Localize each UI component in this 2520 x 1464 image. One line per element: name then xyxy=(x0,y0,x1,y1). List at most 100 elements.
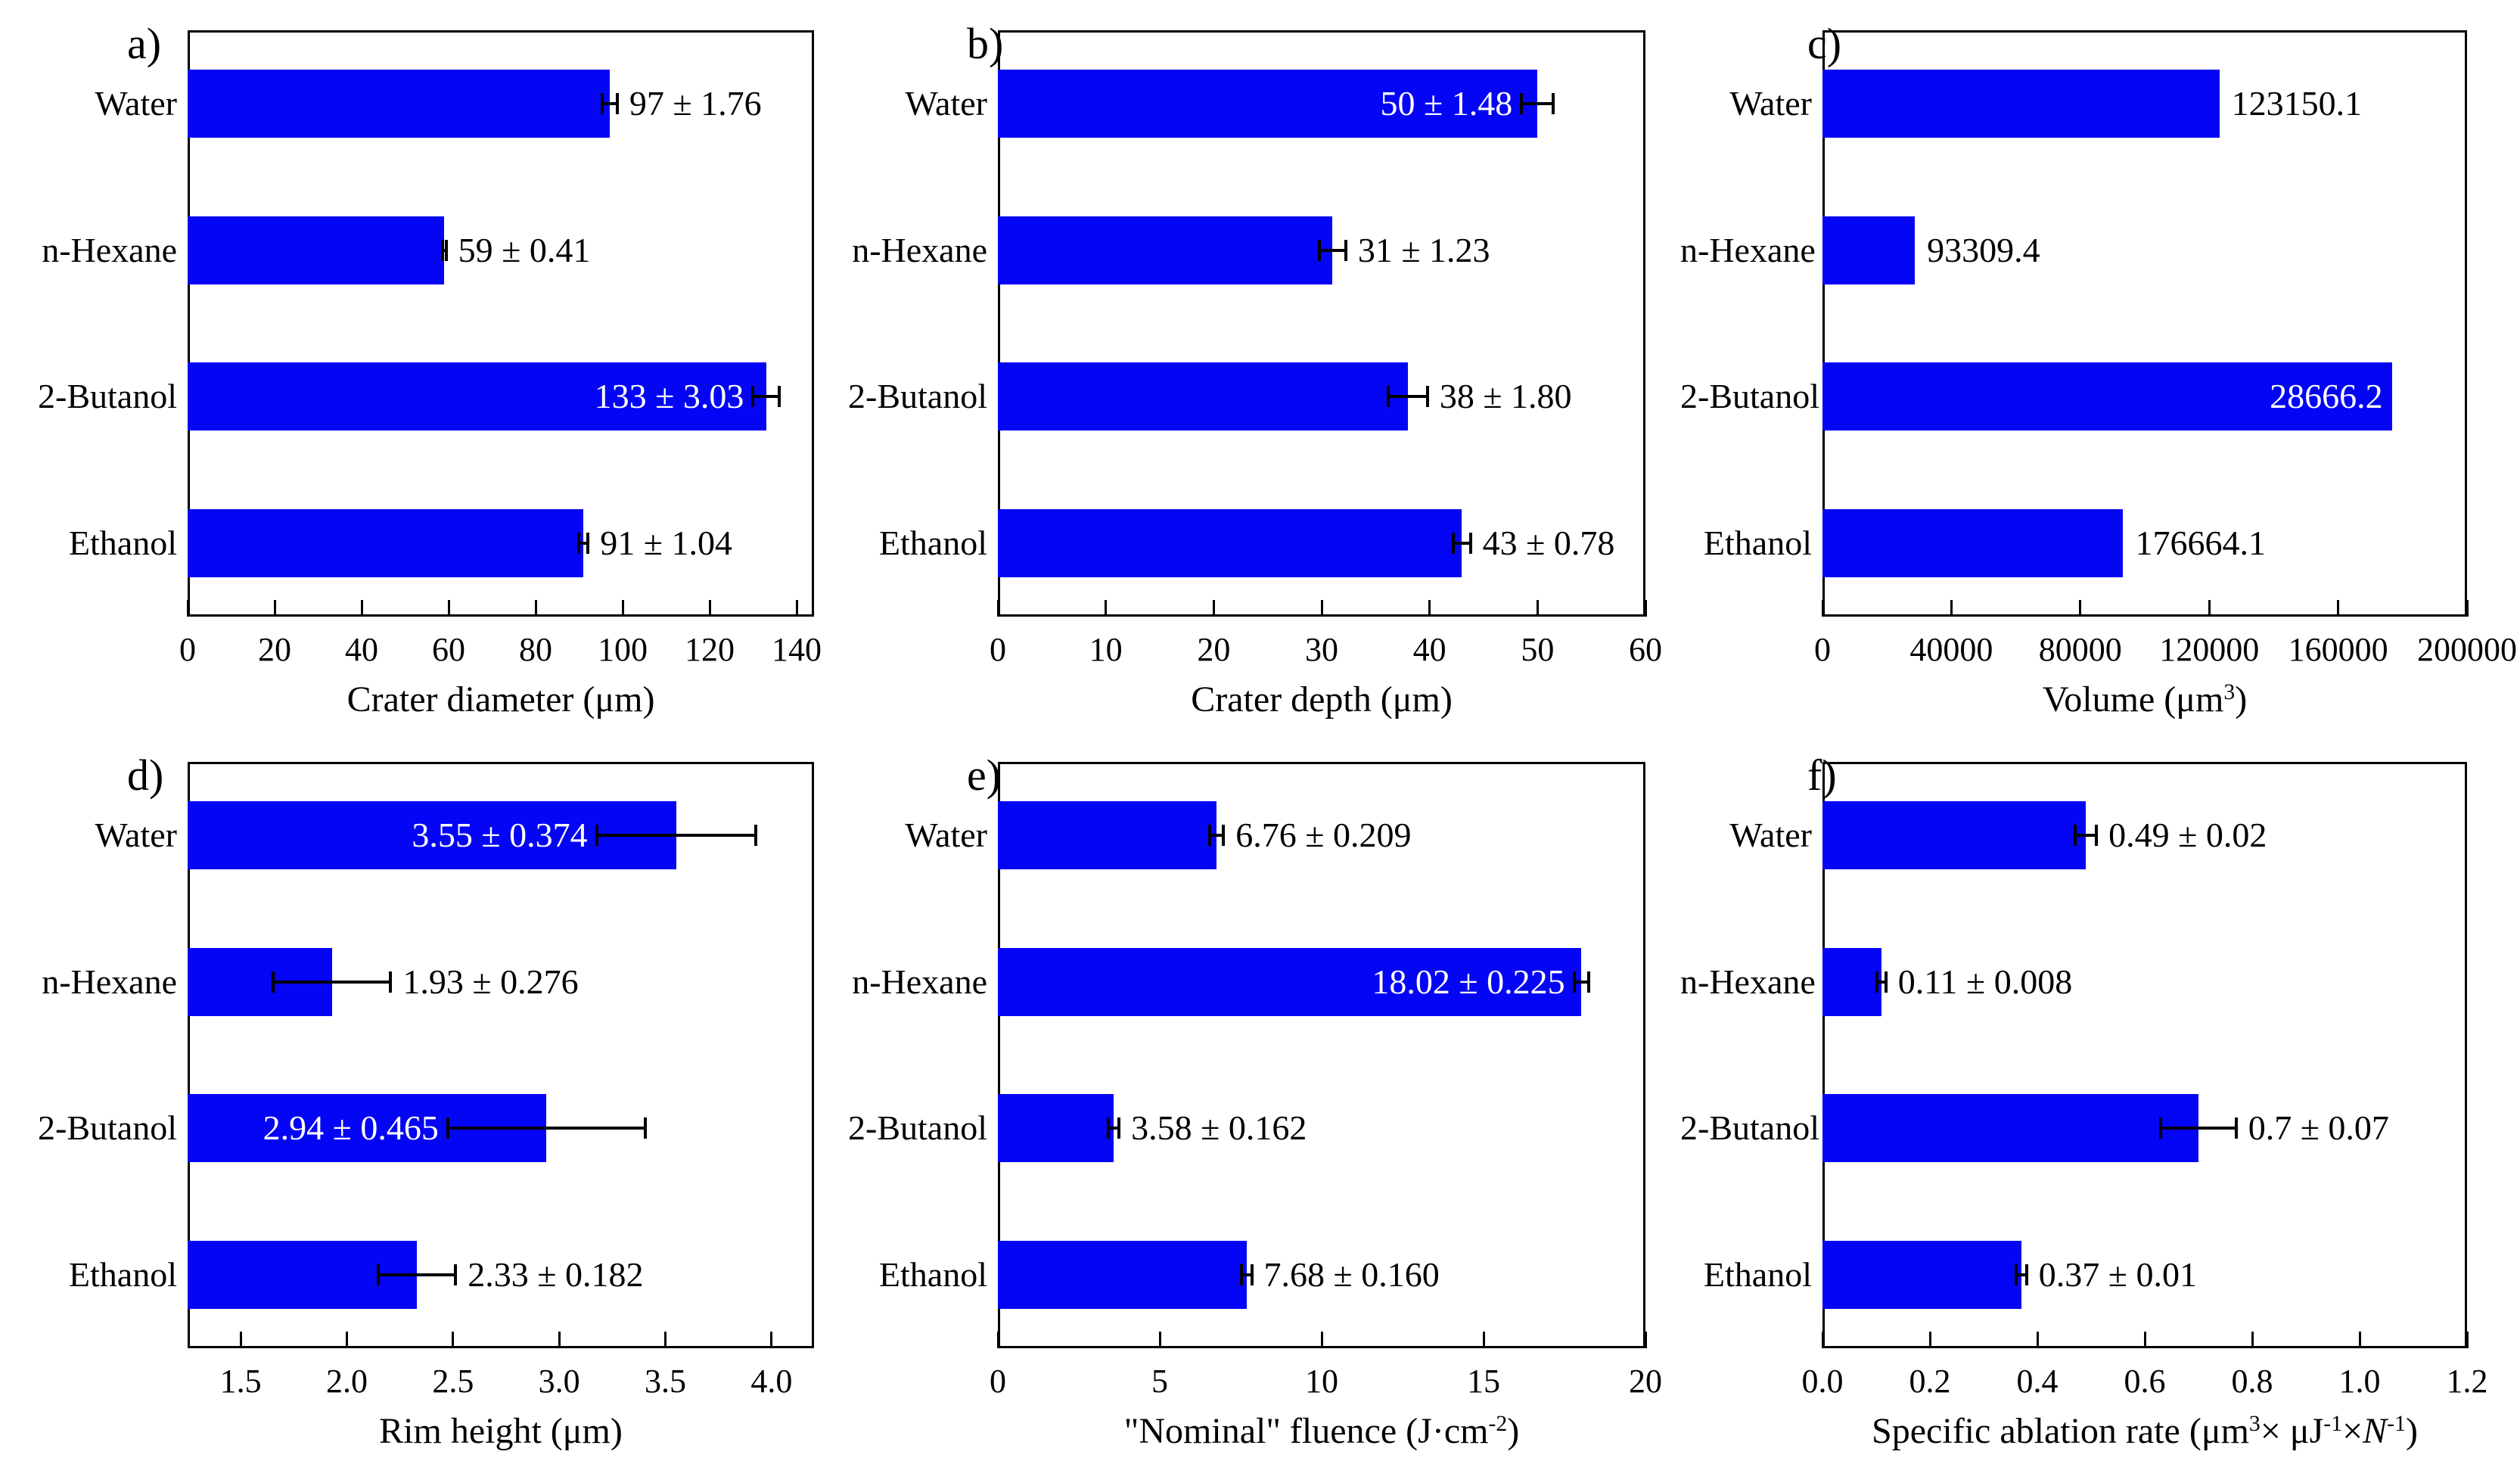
error-cap-left xyxy=(1452,533,1456,555)
error-bar xyxy=(601,101,617,105)
x-tick xyxy=(2358,1332,2361,1348)
x-tick-label: 5 xyxy=(1151,1363,1168,1400)
axis-title-segment: ) xyxy=(2235,679,2248,720)
panel-f: f) 0.0 0.2 0.4 0.6 0.8 1.0 1.2 Specific ablation… xyxy=(1680,732,2520,1464)
bar-value-label: 93309.4 xyxy=(1927,230,2040,269)
x-tick-label: 40 xyxy=(1412,631,1446,668)
bar-value-label: 38 ± 1.80 xyxy=(1439,377,1572,416)
x-tick xyxy=(1821,600,1824,617)
error-cap-right xyxy=(444,239,448,261)
bar-value-label: 50 ± 1.48 xyxy=(1380,83,1513,123)
bar xyxy=(1822,362,2392,431)
x-tick-label: 0 xyxy=(1814,631,1831,668)
axes-frame xyxy=(1822,30,2467,617)
error-cap-right xyxy=(2234,1117,2238,1139)
x-tick-label: 120000 xyxy=(2159,631,2260,668)
x-tick-label: 0 xyxy=(990,1363,1006,1400)
axis-title-segment: -1 xyxy=(2387,1410,2406,1436)
x-tick xyxy=(2143,1332,2146,1348)
bar-value-label: 31 ± 1.23 xyxy=(1357,230,1490,269)
error-cap-left xyxy=(377,1264,381,1286)
panel-letter: d) xyxy=(127,751,164,800)
bar xyxy=(188,216,445,284)
x-tick xyxy=(346,1332,348,1348)
x-tick-label: 50 xyxy=(1521,631,1555,668)
x-tick xyxy=(1482,1332,1485,1348)
bar xyxy=(1822,800,2086,869)
error-cap-right xyxy=(2095,824,2099,846)
bar-value-label: 0.37 ± 0.01 xyxy=(2038,1255,2198,1295)
x-axis-title: "Nominal" fluence (J·cm-2) xyxy=(937,1409,1706,1454)
bar-value-label: 7.68 ± 0.160 xyxy=(1263,1255,1440,1295)
bar xyxy=(1822,216,1916,284)
error-cap-right xyxy=(754,824,757,846)
bar xyxy=(1822,1094,2198,1163)
axis-title-segment: 3 xyxy=(2248,1410,2261,1436)
error-bar xyxy=(1574,980,1589,984)
category-label: Water xyxy=(905,815,987,854)
x-tick-label: 0 xyxy=(990,631,1006,668)
error-cap-right xyxy=(615,92,619,114)
error-bar xyxy=(579,542,589,546)
error-cap-right xyxy=(1250,1264,1254,1286)
bar xyxy=(188,69,610,138)
category-label: n-Hexane xyxy=(42,962,177,1001)
bar xyxy=(188,800,676,869)
error-cap-left xyxy=(1107,1117,1111,1139)
bar xyxy=(998,947,1582,1016)
axis-title-segment: 3 xyxy=(2223,679,2236,704)
category-label: n-Hexane xyxy=(852,230,987,269)
error-cap-left xyxy=(2014,1264,2018,1286)
axis-title-segment: Crater diameter (μm) xyxy=(346,679,655,720)
category-label: Water xyxy=(905,83,987,123)
category-label: n-Hexane xyxy=(852,962,987,1001)
axis-title-segment: -2 xyxy=(1488,1410,1508,1436)
error-bar xyxy=(1521,101,1554,105)
bar-value-label: 2.33 ± 0.182 xyxy=(468,1255,644,1295)
x-tick xyxy=(1536,600,1539,617)
x-tick-label: 2.5 xyxy=(432,1363,474,1400)
x-tick xyxy=(2337,600,2340,617)
panel-letter: a) xyxy=(127,19,162,68)
error-bar xyxy=(1319,248,1346,252)
category-label: Ethanol xyxy=(878,524,987,563)
x-tick xyxy=(1644,1332,1647,1348)
x-tick-label: 0.2 xyxy=(1909,1363,1951,1400)
bar xyxy=(998,216,1333,284)
error-bar xyxy=(1241,1273,1252,1277)
x-tick-label: 20 xyxy=(1629,1363,1662,1400)
error-cap-right xyxy=(1222,824,1226,846)
x-tick-label: 1.0 xyxy=(2338,1363,2381,1400)
bar-value-label: 1.93 ± 0.276 xyxy=(402,962,579,1001)
x-tick xyxy=(1212,600,1215,617)
panel-c: c) 0 40000 80000 120000 160000 200000 Volume (μ… xyxy=(1680,0,2520,732)
panel-a: a) 0 20 40 60 80 100 120 140 Crater diameter (μm)… xyxy=(0,0,840,732)
error-cap-right xyxy=(643,1117,647,1139)
x-axis-title: Crater diameter (μm) xyxy=(127,677,875,723)
bar xyxy=(998,69,1538,138)
category-label: Water xyxy=(1729,815,1812,854)
x-tick-label: 80 xyxy=(519,631,552,668)
x-tick-label: 60 xyxy=(432,631,465,668)
error-cap-left xyxy=(440,239,444,261)
bar xyxy=(998,1094,1114,1163)
x-tick xyxy=(1928,1332,1931,1348)
x-tick-label: 200000 xyxy=(2417,631,2517,668)
axis-title-segment: × xyxy=(2342,1411,2363,1451)
error-bar xyxy=(753,395,780,399)
bar xyxy=(998,509,1462,578)
x-tick xyxy=(1105,600,1108,617)
x-tick-label: 4.0 xyxy=(750,1363,793,1400)
panel-d: d) 1.5 2.0 2.5 3.0 3.5 4.0 Rim height (μm) Water… xyxy=(0,732,840,1464)
axis-title-segment: N xyxy=(2363,1411,2388,1451)
bar xyxy=(188,509,584,578)
error-cap-left xyxy=(1387,386,1391,408)
error-cap-right xyxy=(1552,92,1555,114)
x-tick-label: 2.0 xyxy=(326,1363,368,1400)
error-bar xyxy=(1210,833,1224,837)
x-tick xyxy=(186,600,189,617)
bar-value-label: 18.02 ± 0.225 xyxy=(1372,962,1565,1001)
error-cap-left xyxy=(1208,824,1212,846)
x-tick-label: 15 xyxy=(1467,1363,1500,1400)
